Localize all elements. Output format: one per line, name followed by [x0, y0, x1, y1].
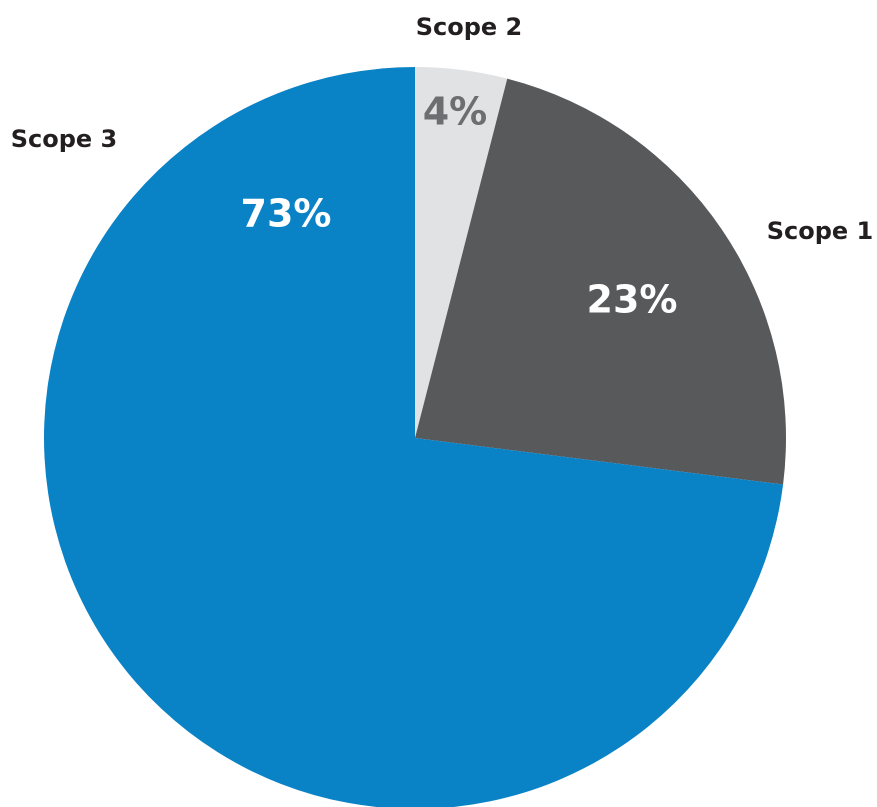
slice-category-label: Scope 2	[416, 13, 523, 41]
slice-value-label: 23%	[587, 278, 678, 322]
pie-slice	[415, 67, 508, 438]
slice-category-label: Scope 1	[767, 217, 874, 245]
slice-value-label: 73%	[241, 192, 332, 236]
slice-category-label: Scope 3	[11, 125, 118, 153]
pie-slice	[415, 78, 786, 485]
pie-slice	[44, 67, 784, 807]
slice-value-label: 4%	[423, 90, 488, 134]
